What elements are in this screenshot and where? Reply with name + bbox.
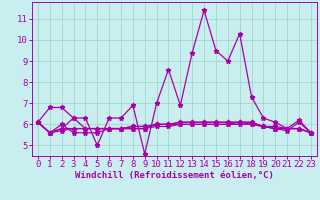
X-axis label: Windchill (Refroidissement éolien,°C): Windchill (Refroidissement éolien,°C) (75, 171, 274, 180)
